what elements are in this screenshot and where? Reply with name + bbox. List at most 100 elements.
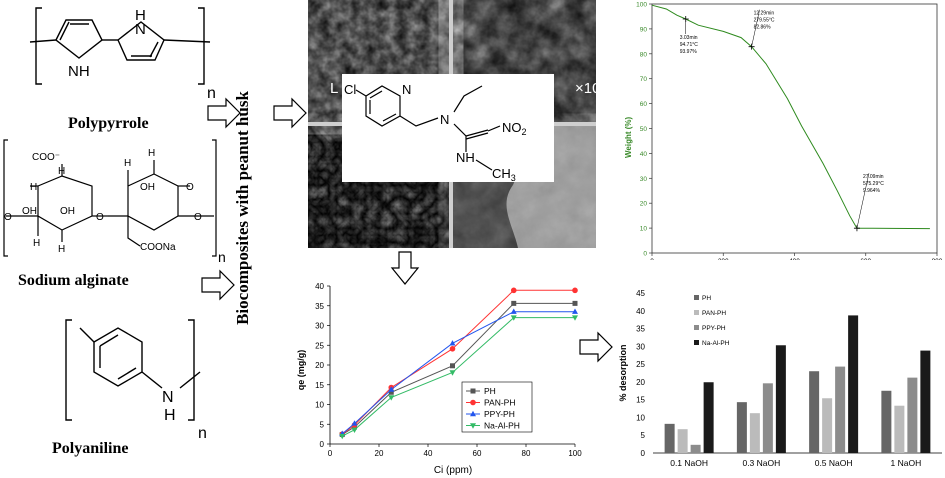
- line-legend-label: PAN-PH: [484, 398, 516, 408]
- tga-y-tick-label: 90: [640, 26, 648, 33]
- bar-na-al-ph: [848, 315, 859, 453]
- line-x-tick-label: 60: [473, 449, 482, 458]
- line-x-tick-label: 0: [328, 449, 333, 458]
- line-x-tick-label: 20: [375, 449, 384, 458]
- line-point: [510, 315, 517, 321]
- bar-ppy-ph: [835, 366, 846, 453]
- bar-y-tick-label: 30: [636, 342, 645, 351]
- bar-category-label: 0.1 NaOH: [670, 458, 708, 468]
- line-point: [388, 386, 395, 392]
- svg-text:H: H: [58, 244, 65, 255]
- line-y-tick-label: 5: [320, 420, 325, 429]
- line-point: [572, 308, 578, 314]
- tga-marker: [853, 225, 860, 232]
- tga-annotation-text: 93.97%: [680, 49, 698, 55]
- structure-ch3: CH: [492, 166, 511, 181]
- tga-y-tick-label: 20: [640, 201, 648, 208]
- tga-annotation-text: 9.964%: [863, 188, 881, 194]
- line-point: [511, 300, 517, 306]
- svg-text:O: O: [4, 212, 12, 223]
- line-x-tick-label: 80: [522, 449, 531, 458]
- line-series-na-al-ph: [342, 317, 575, 437]
- bar-legend-swatch: [694, 340, 699, 345]
- line-y-tick-label: 35: [315, 302, 324, 311]
- line-point: [510, 308, 517, 314]
- alginate-coona: COONa: [140, 242, 176, 253]
- tga-y-tick-label: 50: [640, 126, 648, 133]
- tga-weight-curve: [651, 4, 930, 230]
- tga-y-tick-label: 70: [640, 76, 648, 83]
- svg-text:H: H: [30, 182, 37, 193]
- bar-y-tick-label: 35: [636, 325, 645, 334]
- tga-leader-line: [856, 173, 870, 229]
- tga-annotation-text: 82.86%: [754, 25, 772, 31]
- alginate-o-link: O: [96, 212, 104, 223]
- tga-y-tick-label: 100: [636, 2, 647, 9]
- bar-na-al-ph: [703, 382, 714, 453]
- tga-annotation-text: 575.29°C: [863, 181, 884, 187]
- svg-text:H: H: [33, 238, 40, 249]
- line-y-tick-label: 30: [315, 322, 324, 331]
- polyaniline-label: Polyaniline: [52, 440, 129, 457]
- line-point: [572, 287, 578, 294]
- biocomposites-vertical-label: Biocomposites with peanut husk: [233, 91, 252, 325]
- bar-y-tick-label: 45: [636, 289, 645, 298]
- structure-n-ring: N: [402, 82, 411, 97]
- bar-y-tick-label: 0: [641, 449, 646, 458]
- tga-x-tick-label: 400: [789, 258, 800, 260]
- bar-ph: [809, 371, 820, 453]
- tga-leader-line: [751, 9, 760, 47]
- line-y-tick-label: 25: [315, 341, 324, 350]
- bar-category-label: 1 NaOH: [891, 458, 922, 468]
- line-point: [388, 395, 395, 401]
- structure-nh: NH: [456, 150, 475, 165]
- tga-y-tick-label: 0: [643, 251, 647, 258]
- svg-text:H: H: [58, 166, 65, 177]
- bar-ph: [881, 390, 892, 453]
- line-legend-label: Na-Al-PH: [484, 421, 520, 431]
- bar-legend-label: PH: [702, 295, 711, 302]
- svg-text:COO⁻: COO⁻: [32, 152, 60, 163]
- bar-category-label: 0.3 NaOH: [742, 458, 780, 468]
- structure-no2: NO: [502, 120, 522, 135]
- line-y-tick-label: 40: [315, 282, 324, 291]
- alginate-subscript-n: n: [218, 249, 226, 265]
- line-x-tick-label: 40: [424, 449, 433, 458]
- bar-ph: [664, 423, 675, 453]
- svg-text:OH: OH: [60, 206, 75, 217]
- bar-ph: [736, 402, 747, 453]
- svg-text:H: H: [148, 148, 155, 159]
- line-y-tick-label: 15: [315, 381, 324, 390]
- line-point: [388, 389, 394, 395]
- line-point: [510, 287, 517, 294]
- bar-category-label: 0.5 NaOH: [815, 458, 853, 468]
- polyaniline-subscript-n: n: [198, 425, 207, 442]
- line-series-ppy-ph: [341, 311, 575, 435]
- bar-legend-swatch: [694, 295, 699, 300]
- structure-n-amine: N: [440, 112, 449, 127]
- line-y-axis-label: qe (mg/g): [296, 350, 306, 391]
- adsorption-line-chart: 0 5 10 15 20 25 30 35 40 0 20 40 60 80 100 PH PAN-PHPPY…: [296, 282, 582, 476]
- polypyrrole-n-top: N: [135, 21, 146, 38]
- bar-y-axis-label: % desorption: [618, 344, 628, 401]
- svg-text:O: O: [186, 182, 194, 193]
- bar-legend-label: PPY-PH: [702, 325, 726, 332]
- line-legend-label: PPY-PH: [484, 409, 515, 419]
- bar-legend-swatch: [694, 310, 699, 315]
- bar-pan-ph: [749, 413, 760, 453]
- polypyrrole-h-top: H: [135, 7, 146, 24]
- bar-y-tick-label: 5: [641, 431, 646, 440]
- line-series-ph: [342, 302, 575, 435]
- tga-annotation-text: 279.55°C: [754, 18, 775, 24]
- bar-legend-label: Na-Al-PH: [702, 340, 730, 347]
- tga-y-tick-label: 80: [640, 51, 648, 58]
- arrow-right-icon: [273, 97, 307, 129]
- pesticide-structure: Cl N N NO2 NH CH3: [344, 82, 527, 183]
- line-legend-marker: [470, 388, 476, 394]
- tga-x-tick-label: 800: [932, 258, 943, 260]
- line-point: [450, 363, 455, 369]
- svg-text:NO2: NO2: [502, 120, 527, 137]
- line-y-tick-label: 20: [315, 361, 324, 370]
- svg-text:OH: OH: [22, 206, 37, 217]
- bar-y-tick-label: 10: [636, 413, 645, 422]
